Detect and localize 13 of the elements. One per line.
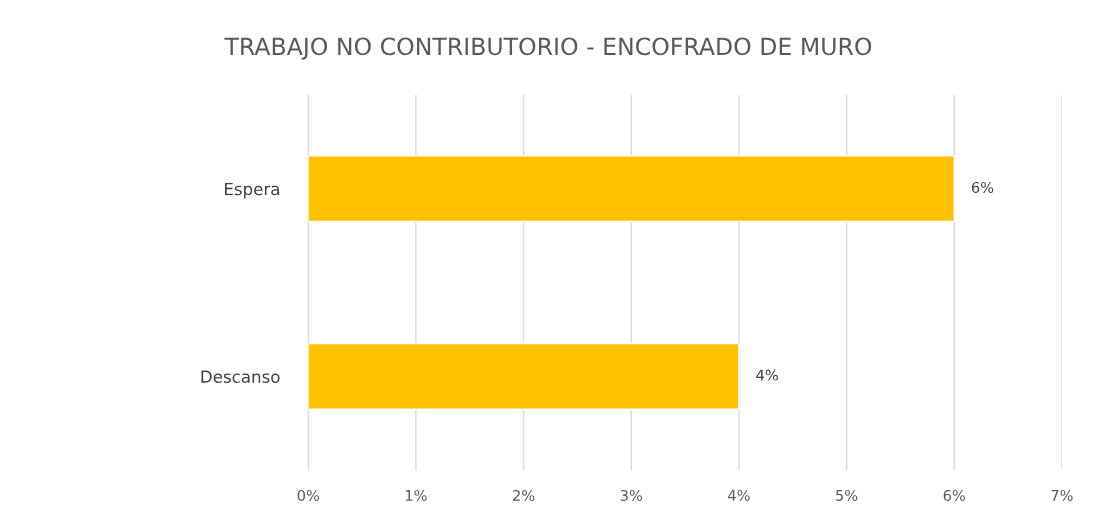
data-label: 6% <box>971 181 994 193</box>
x-tick-label: 5% <box>836 489 858 501</box>
x-tick-label: 0% <box>297 489 320 501</box>
x-tick-label: 3% <box>620 489 643 501</box>
y-tick-label: Espera <box>225 182 279 199</box>
chart-title: TRABAJO NO CONTRIBUTORIO - ENCOFRADO DE MURO <box>224 37 872 60</box>
data-label: 4% <box>756 369 778 381</box>
y-tick-label: Descanso <box>201 370 280 383</box>
x-tick-label: 4% <box>728 489 750 501</box>
x-tick-label: 2% <box>513 489 535 501</box>
x-tick-label: 6% <box>943 489 965 501</box>
x-tick-label: 1% <box>405 489 427 501</box>
x-tick-label: 7% <box>1051 489 1073 501</box>
